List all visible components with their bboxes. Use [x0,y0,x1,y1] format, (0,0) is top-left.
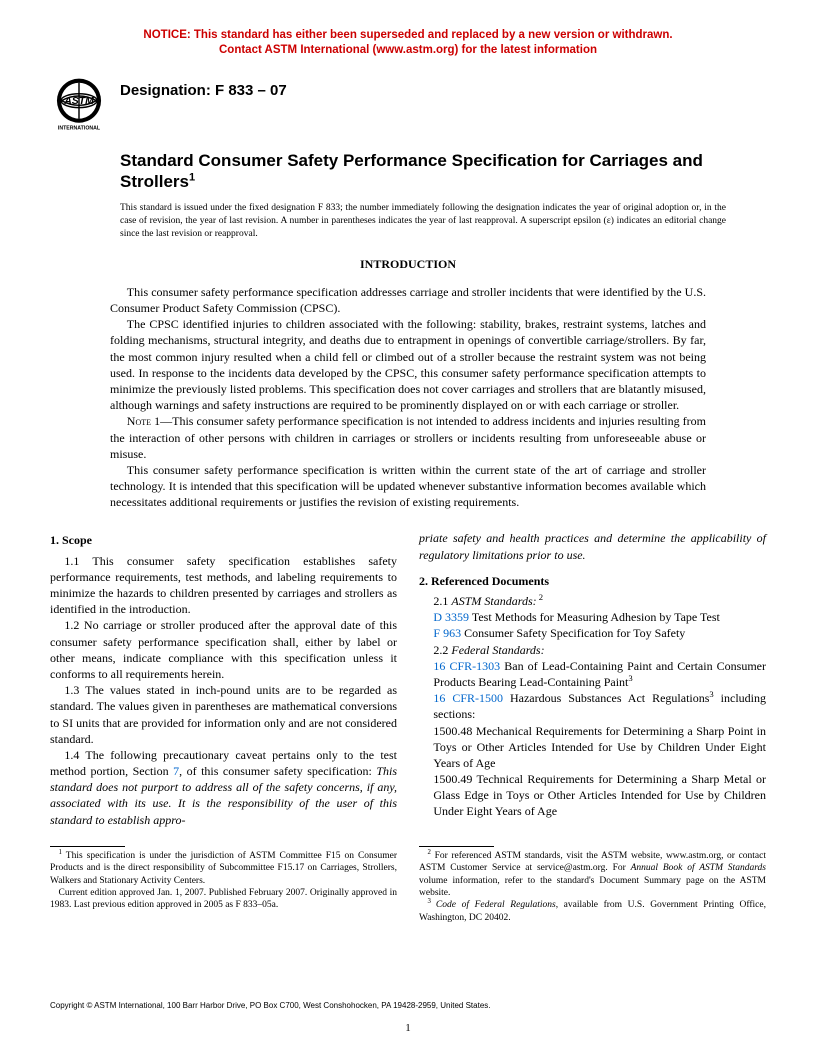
ref-1500-49: 1500.49 Technical Requirements for Deter… [419,771,766,820]
scope-1-4-b: , of this consumer safety specification: [179,764,376,778]
footnote-rule-left [50,846,125,847]
footnote-1b: Current edition approved Jan. 1, 2007. P… [50,887,397,912]
footnote-2: 2 For referenced ASTM standards, visit t… [419,850,766,899]
designation: Designation: F 833 – 07 [120,82,287,99]
svg-text:INTERNATIONAL: INTERNATIONAL [58,126,101,132]
footnote-1a: 1 This specification is under the jurisd… [50,850,397,887]
refs-2-2-label: Federal Standards: [451,643,544,657]
issuance-note: This standard is issued under the fixed … [120,202,726,240]
footnote-rule-right [419,846,494,847]
title-block: Standard Consumer Safety Performance Spe… [120,150,766,193]
notice-banner: NOTICE: This standard has either been su… [50,28,766,58]
left-column: 1. Scope 1.1 This consumer safety specif… [50,530,397,827]
refs-2-1-label: ASTM Standards: [451,594,536,608]
ref-f963: F 963 Consumer Safety Specification for … [419,625,766,641]
intro-p3: This consumer safety performance specifi… [110,462,706,511]
ref-d3359: D 3359 Test Methods for Measuring Adhesi… [419,609,766,625]
scope-1-4-caveat-cont: priate safety and health practices and d… [419,531,766,561]
note-body: This consumer safety performance specifi… [110,414,706,460]
intro-p1: This consumer safety performance specifi… [110,284,706,316]
cfr1303-link[interactable]: 16 CFR-1303 [433,659,500,673]
cfr1500-link[interactable]: 16 CFR-1500 [433,691,503,705]
document-title: Standard Consumer Safety Performance Spe… [120,150,766,193]
cfr1500-text: Hazardous Substances Act Regulations [503,691,709,705]
footnotes-right: 2 For referenced ASTM standards, visit t… [419,846,766,924]
refs-2-2-num: 2.2 [433,643,451,657]
page-number: 1 [0,1022,816,1034]
right-column: priate safety and health practices and d… [419,530,766,827]
refs-2-2: 2.2 Federal Standards: [419,642,766,658]
refs-2-1-sup: 2 [537,592,543,602]
scope-1-4-cont: priate safety and health practices and d… [419,530,766,562]
ref-1500-48: 1500.48 Mechanical Requirements for Dete… [419,723,766,772]
title-footnote-ref: 1 [189,171,195,183]
scope-1-2: 1.2 No carriage or stroller produced aft… [50,617,397,682]
fn2-ital: Annual Book of ASTM Standards [631,863,766,873]
notice-line-2: Contact ASTM International (www.astm.org… [50,43,766,58]
refs-heading: 2. Referenced Documents [419,573,766,589]
footnotes-left: 1 This specification is under the jurisd… [50,846,397,924]
introduction-heading: INTRODUCTION [50,257,766,272]
copyright-line: Copyright © ASTM International, 100 Barr… [50,1001,766,1010]
cfr1303-sup: 3 [628,673,632,683]
footnote-3: 3 Code of Federal Regulations, available… [419,899,766,924]
fn2b-text: volume information, refer to the standar… [419,876,766,898]
d3359-text: Test Methods for Measuring Adhesion by T… [469,610,720,624]
ref-cfr-1303: 16 CFR-1303 Ban of Lead-Containing Paint… [419,658,766,690]
d3359-link[interactable]: D 3359 [433,610,469,624]
f963-text: Consumer Safety Specification for Toy Sa… [461,626,685,640]
title-text: Standard Consumer Safety Performance Spe… [120,151,703,191]
fn1a-text: This specification is under the jurisdic… [50,851,397,886]
refs-2-1-num: 2.1 [433,594,451,608]
f963-link[interactable]: F 963 [433,626,461,640]
scope-1-1: 1.1 This consumer safety specification e… [50,553,397,618]
refs-2-1: 2.1 ASTM Standards: 2 [419,593,766,609]
svg-text:ASTM: ASTM [63,96,94,107]
scope-1-3: 1.3 The values stated in inch-pound unit… [50,682,397,747]
scope-heading: 1. Scope [50,532,397,548]
notice-line-1: NOTICE: This standard has either been su… [50,28,766,43]
header-row: ASTM INTERNATIONAL Designation: F 833 – … [50,74,766,132]
footnotes: 1 This specification is under the jurisd… [50,846,766,924]
intro-note: Note 1—This consumer safety performance … [110,413,706,462]
scope-1-4: 1.4 The following precautionary caveat p… [50,747,397,828]
note-label: Note 1— [127,414,172,428]
intro-p2: The CPSC identified injuries to children… [110,316,706,413]
astm-logo-icon: ASTM INTERNATIONAL [50,74,108,132]
main-columns: 1. Scope 1.1 This consumer safety specif… [50,530,766,827]
ref-cfr-1500: 16 CFR-1500 Hazardous Substances Act Reg… [419,690,766,722]
introduction-body: This consumer safety performance specifi… [110,284,706,511]
fn3-ital: Code of Federal Regulations [436,900,556,910]
